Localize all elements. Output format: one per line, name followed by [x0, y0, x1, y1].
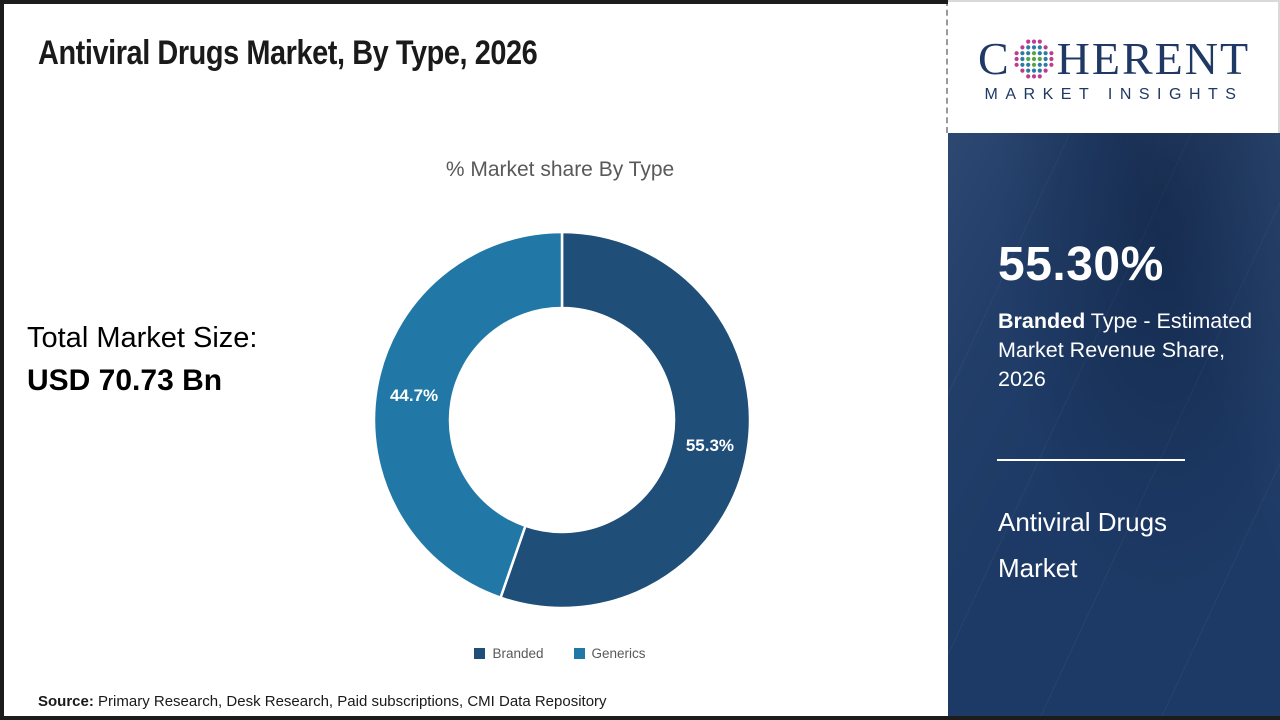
source-label: Source: [38, 693, 94, 710]
total-market-size-block: Total Market Size: USD 70.73 Bn [27, 322, 257, 398]
donut-slice-branded [498, 230, 752, 610]
legend-swatch-branded [474, 648, 486, 659]
stat-desc-rest: Type - Estimated Market Revenue Share, 2… [998, 309, 1253, 391]
slice-label-branded: 55.3% [686, 436, 734, 455]
total-market-size-value: USD 70.73 Bn [27, 364, 223, 397]
coherent-logo: C HERENT [977, 32, 1251, 84]
slice-label-generics: 44.7% [390, 386, 438, 405]
coherent-logo-box: C HERENT MARKET INSIGHTS [946, 0, 1280, 133]
legend-label-generics: Generics [591, 646, 646, 661]
sidebar-stat-description: Branded Type - Estimated Market Revenue … [998, 307, 1260, 394]
chart-legend: Branded Generics [170, 646, 950, 661]
legend-label-branded: Branded [492, 646, 544, 661]
frame-top-right-border [948, 0, 1280, 2]
dotted-globe-icon [1014, 39, 1054, 78]
logo-letter-c: C [977, 32, 1011, 84]
stat-desc-bold: Branded [998, 309, 1086, 333]
legend-item-branded: Branded [474, 646, 544, 661]
sidebar-divider-line [997, 459, 1185, 461]
legend-item-generics: Generics [573, 646, 646, 661]
page-title: Antiviral Drugs Market, By Type, 2026 [38, 34, 538, 72]
market-name-line2: Market [998, 553, 1078, 583]
market-name-line1: Antiviral Drugs [998, 507, 1168, 537]
frame-top-border [0, 0, 948, 4]
legend-swatch-generics [573, 648, 585, 659]
donut-chart: 55.3% 44.7% [372, 230, 752, 610]
donut-slice-generics [372, 230, 564, 600]
chart-title: % Market share By Type [445, 158, 675, 181]
frame-right-border [1278, 0, 1280, 133]
logo-word-rest: HERENT [1056, 32, 1251, 84]
frame-left-border [0, 0, 4, 720]
frame-bottom-border [0, 716, 1280, 720]
source-line: Source: Primary Research, Desk Research,… [38, 693, 607, 710]
sidebar-market-name: Antiviral Drugs Market [998, 499, 1167, 591]
logo-tagline: MARKET INSIGHTS [984, 85, 1244, 103]
sidebar-stat-value: 55.30% [998, 238, 1164, 291]
source-text: Primary Research, Desk Research, Paid su… [93, 693, 607, 710]
total-market-size-label: Total Market Size: [27, 322, 258, 354]
sidebar: 55.30% Branded Type - Estimated Market R… [948, 133, 1280, 720]
